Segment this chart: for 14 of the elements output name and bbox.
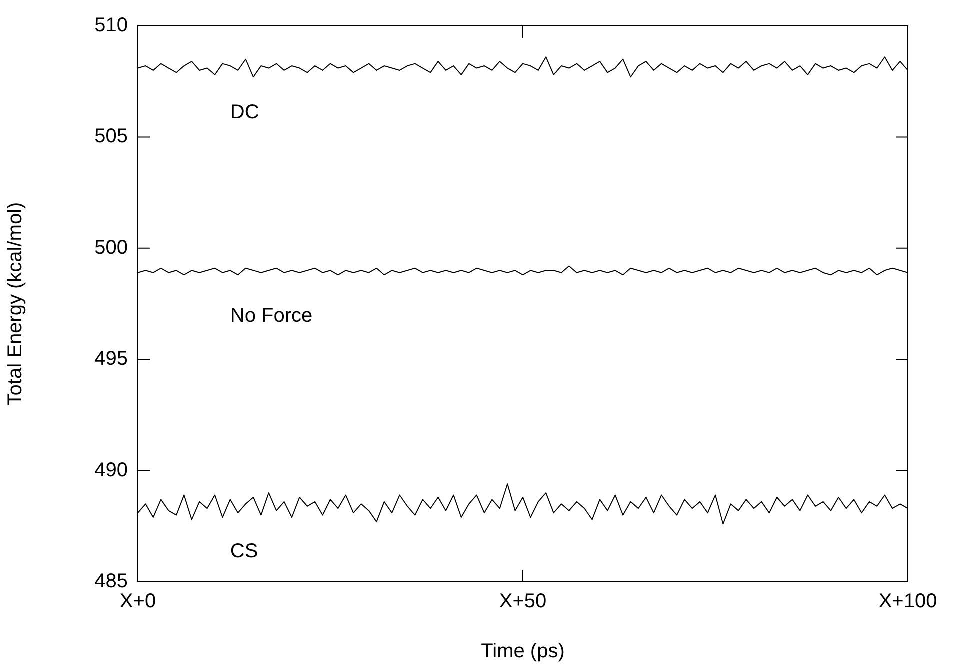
y-tick-label: 510 xyxy=(94,14,128,37)
x-tick-label: X+50 xyxy=(499,590,547,613)
y-tick-label: 490 xyxy=(94,459,128,482)
y-axis-title: Total Energy (kcal/mol) xyxy=(4,202,27,406)
y-tick-label: 505 xyxy=(94,126,128,148)
series-label: DC xyxy=(230,102,260,124)
x-axis-title: Time (ps) xyxy=(481,640,565,663)
y-tick-label: 485 xyxy=(94,570,128,593)
y-tick-label: 495 xyxy=(94,348,128,370)
y-tick-label: 500 xyxy=(94,236,128,259)
x-tick-label: X+100 xyxy=(878,590,938,613)
series-label: CS xyxy=(230,540,258,562)
x-tick-label: X+0 xyxy=(120,590,156,613)
series-label: No Force xyxy=(230,304,313,327)
